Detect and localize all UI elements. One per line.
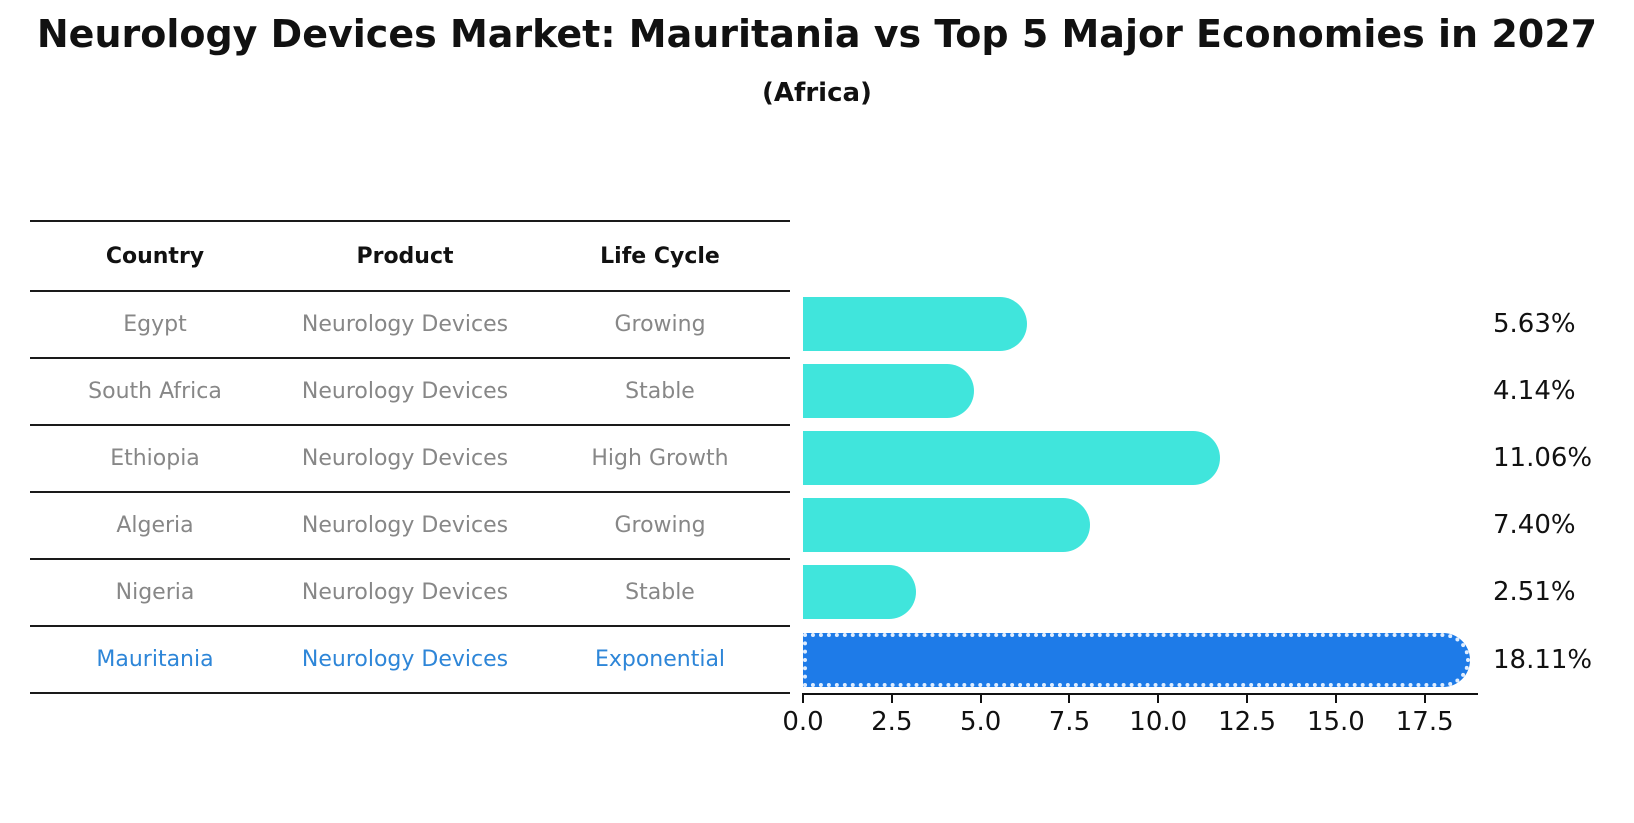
value-label: 5.63% — [1493, 308, 1576, 339]
country-cell: Algeria — [116, 513, 194, 538]
bar-plot — [803, 290, 1478, 695]
x-tick — [979, 693, 982, 703]
table-row-ethiopia: Ethiopia Neurology Devices High Growth — [30, 426, 790, 493]
product-cell: Neurology Devices — [301, 580, 509, 605]
country-cell: Egypt — [123, 312, 187, 337]
x-tick-label: 0.0 — [782, 707, 824, 737]
value-label: 4.14% — [1493, 375, 1576, 406]
x-tick — [1423, 693, 1426, 703]
table-row-egypt: Egypt Neurology Devices Growing — [30, 292, 790, 359]
product-cell: Neurology Devices — [301, 647, 509, 672]
table-header-cell: Country — [105, 243, 205, 269]
x-tick-label: 7.5 — [1048, 707, 1091, 737]
country-cell: Mauritania — [96, 647, 214, 672]
table-row-algeria: Algeria Neurology Devices Growing — [30, 493, 790, 560]
bar-algeria — [803, 498, 1090, 553]
bar-nigeria — [803, 565, 917, 620]
x-tick — [1334, 693, 1337, 703]
country-table: Country Product Life Cycle Egypt Neurology … — [30, 220, 790, 694]
value-label: 11.06% — [1493, 443, 1593, 473]
life-cycle-cell: High Growth — [591, 446, 729, 471]
x-tick — [1157, 693, 1160, 703]
value-label: 18.11% — [1493, 644, 1593, 675]
bar-ethiopia — [803, 431, 1220, 485]
product-cell: Neurology Devices — [301, 312, 509, 337]
x-tick-label: 5.0 — [959, 707, 1002, 737]
table-body: Egypt Neurology Devices Growing South Afric… — [30, 292, 790, 694]
table-header-cell: Product — [356, 243, 454, 269]
page-title: Neurology Devices Market: Mauritania vs … — [36, 12, 1598, 56]
bar-south-africa — [803, 363, 975, 418]
x-tick — [802, 693, 804, 703]
life-cycle-cell: Stable — [625, 580, 695, 605]
table-row-nigeria: Nigeria Neurology Devices Stable — [30, 560, 790, 627]
value-label: 7.40% — [1493, 510, 1576, 541]
country-cell: Nigeria — [115, 580, 195, 605]
life-cycle-cell: Growing — [614, 513, 706, 538]
bar-egypt — [803, 296, 1027, 351]
life-cycle-cell: Stable — [625, 379, 695, 404]
product-cell: Neurology Devices — [301, 379, 509, 404]
product-cell: Neurology Devices — [301, 446, 509, 471]
x-tick-label: 15.0 — [1306, 707, 1365, 737]
country-cell: South Africa — [88, 379, 222, 404]
bar-mauritania — [803, 632, 1471, 687]
x-tick-label: 10.0 — [1129, 707, 1188, 737]
life-cycle-cell: Growing — [614, 312, 706, 337]
x-tick-label: 17.5 — [1395, 707, 1454, 737]
life-cycle-cell: Exponential — [594, 647, 726, 672]
country-cell: Ethiopia — [110, 446, 200, 471]
x-tick — [1068, 693, 1071, 703]
x-tick — [890, 693, 893, 703]
table-header-cell: Life Cycle — [600, 243, 720, 269]
x-tick-label: 2.5 — [871, 707, 913, 737]
x-tick-label: 12.5 — [1218, 707, 1277, 737]
x-tick — [1246, 693, 1249, 703]
page-subtitle: (Africa) — [762, 78, 872, 108]
table-header: Country Product Life Cycle — [30, 220, 790, 292]
product-cell: Neurology Devices — [301, 513, 509, 538]
table-row-mauritania: Mauritania Neurology Devices Exponential — [30, 627, 790, 694]
table-row-south-africa: South Africa Neurology Devices Stable — [30, 359, 790, 426]
value-label: 2.51% — [1493, 577, 1576, 608]
